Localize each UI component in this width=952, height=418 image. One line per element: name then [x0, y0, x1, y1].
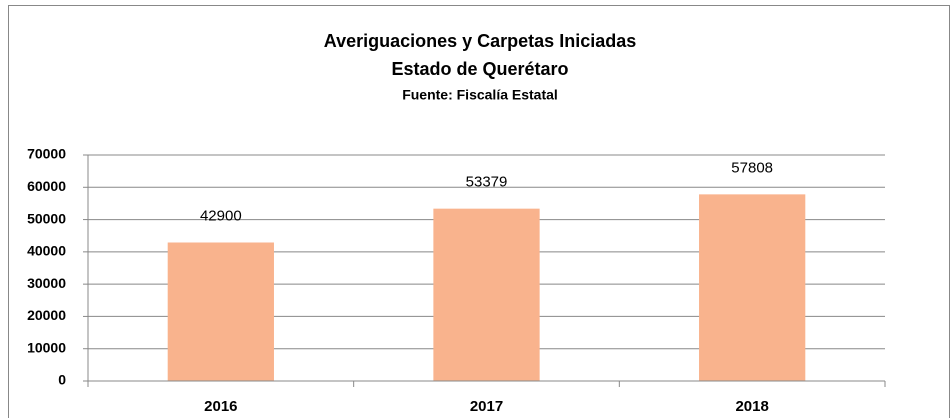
x-tick-label: 2017	[470, 398, 503, 415]
data-label: 57808	[731, 159, 773, 176]
y-tick-label: 30000	[27, 275, 66, 291]
bar	[699, 194, 806, 381]
x-tick-label: 2016	[204, 398, 237, 415]
y-tick-label: 20000	[27, 307, 66, 323]
y-tick-label: 60000	[27, 178, 66, 194]
y-tick-label: 50000	[27, 210, 66, 226]
y-tick-label: 10000	[27, 339, 66, 355]
chart-subtitle: Estado de Querétaro	[391, 59, 568, 79]
y-tick-label: 40000	[27, 243, 66, 259]
x-tick-label: 2018	[735, 398, 768, 415]
y-tick-label: 70000	[27, 146, 66, 162]
data-label: 42900	[200, 207, 242, 224]
chart-source: Fuente: Fiscalía Estatal	[402, 87, 558, 103]
y-tick-label: 0	[58, 372, 66, 388]
bar	[167, 242, 274, 381]
chart-title: Averiguaciones y Carpetas Iniciadas	[324, 31, 636, 51]
data-label: 53379	[466, 174, 508, 191]
bar	[433, 208, 540, 381]
